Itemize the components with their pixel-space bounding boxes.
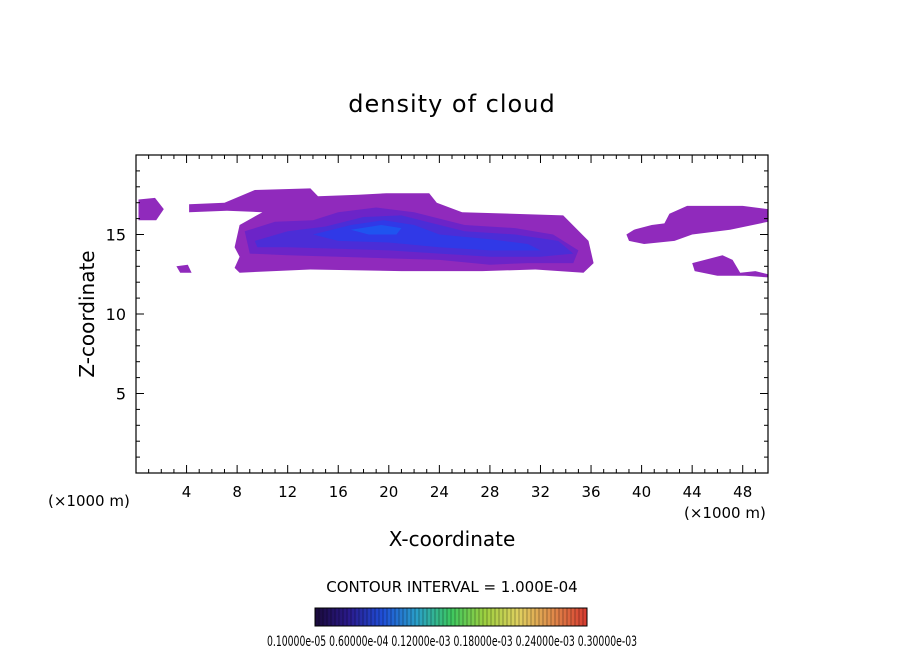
x-tick-label-16: 16 (329, 483, 348, 501)
cloud-region-2 (176, 264, 192, 273)
x-tick-label-32: 32 (531, 483, 550, 501)
x-tick-label-8: 8 (232, 483, 242, 501)
x-unit-right: (×1000 m) (684, 504, 766, 522)
y-tick-label-5: 5 (116, 385, 126, 404)
x-tick-label-40: 40 (632, 483, 651, 501)
y-axis-label: Z-coordinate (75, 250, 99, 377)
x-tick-label-4: 4 (182, 483, 192, 501)
x-tick-label-44: 44 (683, 483, 702, 501)
contour-interval-label: CONTOUR INTERVAL = 1.000E-04 (326, 578, 577, 596)
cloud-region-3 (626, 205, 768, 244)
cloud-region-8 (350, 225, 402, 235)
colorbar-labels: 0.10000e-05 0.60000e-04 0.12000e-03 0.18… (267, 634, 637, 650)
x-tick-label-20: 20 (379, 483, 398, 501)
x-axis-ticks: 4 8 12 16 20 24 28 32 36 40 44 48 (182, 155, 752, 501)
x-tick-label-48: 48 (733, 483, 752, 501)
y-tick-label-10: 10 (106, 305, 126, 324)
x-axis-label: X-coordinate (389, 527, 516, 551)
cloud-fill-layer (138, 188, 768, 278)
y-axis-ticks: 5 10 15 (106, 226, 768, 404)
x-tick-label-12: 12 (278, 483, 297, 501)
y-tick-label-15: 15 (106, 226, 126, 245)
x-tick-label-36: 36 (581, 483, 600, 501)
colorbar (314, 607, 588, 627)
cloud-region-0 (138, 197, 164, 221)
minor-ticks (136, 155, 768, 473)
cloud-region-4 (692, 255, 768, 278)
chart-title: density of cloud (348, 90, 555, 118)
x-unit-left: (×1000 m) (48, 492, 130, 510)
x-tick-label-24: 24 (430, 483, 449, 501)
x-tick-label-28: 28 (480, 483, 499, 501)
